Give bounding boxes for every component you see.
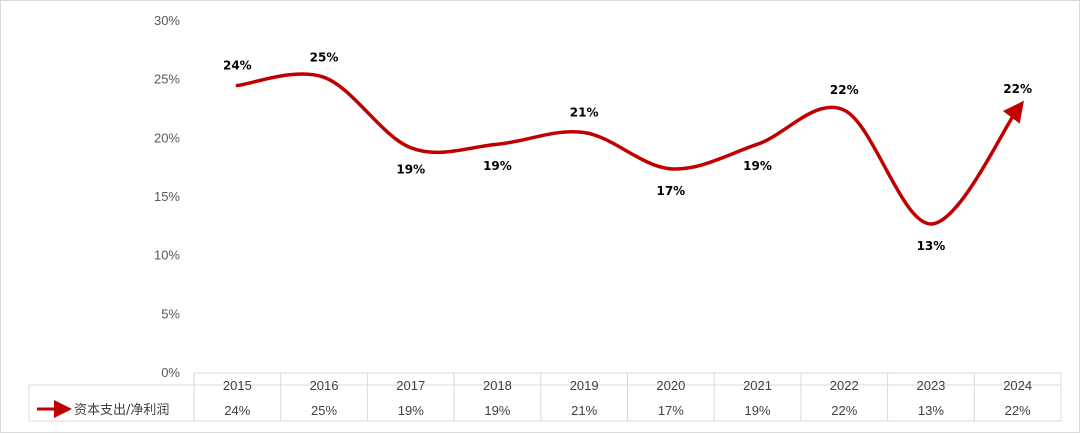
y-tick-label: 5% [161, 306, 180, 321]
table-cell-value: 21% [571, 403, 597, 418]
data-label: 25% [310, 50, 339, 64]
data-label: 24% [223, 59, 252, 73]
data-label: 21% [570, 105, 599, 119]
table-cell-value: 17% [658, 403, 684, 418]
table-cell-value: 13% [918, 403, 944, 418]
data-label: 22% [1003, 82, 1032, 96]
data-label: 19% [743, 159, 772, 173]
x-tick-label: 2020 [656, 378, 685, 393]
legend-series-name: 资本支出/净利润 [74, 403, 169, 418]
x-tick-label: 2022 [830, 378, 859, 393]
x-tick-label: 2017 [396, 378, 425, 393]
x-tick-label: 2021 [743, 378, 772, 393]
data-label: 22% [830, 83, 859, 97]
data-labels: 24% 25% 19% 19% 21% 17% 19% 22% 13% 22% [223, 50, 1032, 253]
table-cell-value: 25% [311, 403, 337, 418]
table-cell-value: 22% [831, 403, 857, 418]
table-cell-value: 19% [398, 403, 424, 418]
data-label: 17% [656, 184, 685, 198]
series-layer [235, 72, 1024, 226]
x-tick-label: 2015 [223, 378, 252, 393]
table-cell-value: 19% [484, 403, 510, 418]
data-label: 13% [917, 239, 946, 253]
y-axis: 0% 5% 10% 15% 20% 25% 30% [154, 13, 180, 380]
y-tick-label: 0% [161, 365, 180, 380]
legend: 资本支出/净利润 [37, 400, 169, 418]
table-cell-value: 19% [745, 403, 771, 418]
y-tick-label: 10% [154, 248, 180, 263]
y-tick-label: 30% [154, 13, 180, 28]
series-line [235, 72, 1024, 226]
y-tick-label: 20% [154, 130, 180, 145]
x-tick-label: 2023 [916, 378, 945, 393]
table-cell-value: 22% [1005, 403, 1031, 418]
y-tick-label: 15% [154, 189, 180, 204]
x-tick-label: 2018 [483, 378, 512, 393]
x-tick-label: 2019 [570, 378, 599, 393]
data-table-grid [28, 372, 1062, 422]
table-cell-value: 24% [224, 403, 250, 418]
x-axis-labels: 2015 2016 2017 2018 2019 2020 2021 2022 2023 2024 [223, 378, 1032, 393]
data-label: 19% [396, 163, 425, 177]
data-label: 19% [483, 159, 512, 173]
x-tick-label: 2016 [310, 378, 339, 393]
y-tick-label: 25% [154, 72, 180, 87]
x-tick-label: 2024 [1003, 378, 1032, 393]
data-table-values: 24% 25% 19% 19% 21% 17% 19% 22% 13% 22% [224, 403, 1031, 418]
